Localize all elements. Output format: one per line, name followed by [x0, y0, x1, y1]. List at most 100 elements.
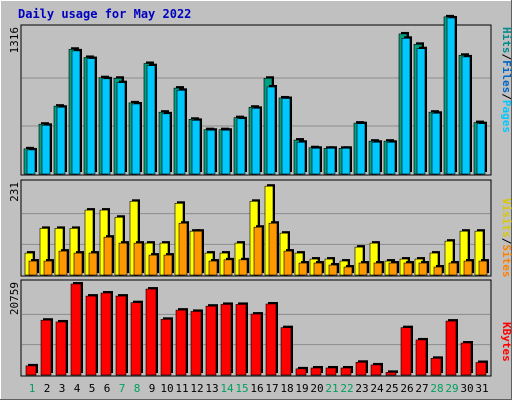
pages-bar — [161, 113, 171, 175]
day-label: 15 — [235, 382, 248, 395]
pages-bar — [416, 48, 426, 175]
hits-bars — [23, 14, 487, 175]
sites-bar — [358, 262, 368, 276]
day-label: 23 — [355, 382, 368, 395]
sites-bar — [448, 262, 458, 276]
sites-bar — [328, 264, 338, 276]
pages-bar — [296, 141, 306, 175]
day-label: 11 — [175, 382, 188, 395]
pages-bar — [356, 123, 366, 175]
kbytes-bar-shadow — [388, 370, 398, 373]
day-label: 13 — [205, 382, 218, 395]
sites-bar — [253, 226, 263, 276]
kbytes-bar — [475, 362, 487, 376]
day-label: 19 — [295, 382, 308, 395]
kbytes-bar — [190, 311, 202, 376]
day-label: 30 — [460, 382, 473, 395]
pages-bar — [311, 147, 321, 175]
day-label: 31 — [475, 382, 488, 395]
sites-bar — [88, 252, 98, 276]
kbytes-bar — [85, 295, 97, 376]
pages-bar — [176, 89, 186, 175]
kbytes-bar — [250, 313, 262, 376]
kbytes-bar — [160, 319, 172, 376]
legend-pages-text: Pages — [500, 100, 512, 133]
kbytes-bar — [100, 292, 112, 376]
day-label: 17 — [265, 382, 278, 395]
pages-bar — [71, 50, 81, 175]
day-label: 29 — [445, 382, 458, 395]
kbytes-bar — [340, 367, 352, 376]
legend-visits-text: Visits — [500, 198, 512, 238]
sites-bar — [418, 262, 428, 276]
legend-hits-separator-2: / — [500, 93, 512, 100]
day-label: 28 — [430, 382, 443, 395]
sites-bar — [163, 254, 173, 276]
kbytes-legend: KBytes — [500, 322, 512, 362]
kbytes-bar — [115, 295, 127, 376]
day-label: 20 — [310, 382, 323, 395]
kbytes-max-label: 20759 — [8, 282, 21, 315]
day-label: 27 — [415, 382, 428, 395]
visits-bars — [24, 184, 489, 276]
pages-bar — [26, 149, 36, 175]
pages-bar — [281, 98, 291, 175]
kbytes-bar — [205, 305, 217, 376]
sites-bar — [373, 262, 383, 276]
day-label: 5 — [89, 382, 96, 395]
sites-bar — [268, 222, 278, 276]
legend-sites-text: Sites — [500, 244, 512, 277]
day-label: 3 — [59, 382, 66, 395]
sites-bar — [223, 259, 233, 276]
visits-max-label: 231 — [8, 182, 21, 202]
sites-bar — [118, 242, 128, 276]
sites-bar — [403, 262, 413, 276]
kbytes-bar — [430, 358, 442, 376]
kbytes-bar — [40, 319, 52, 376]
sites-bar — [133, 242, 143, 276]
sites-bar — [148, 254, 158, 276]
hits-max-label: 1316 — [8, 27, 21, 54]
day-label: 22 — [340, 382, 353, 395]
sites-bar — [283, 250, 293, 276]
x-axis-day-labels: 1 2 3 4 5 6 7 8 9 10 11 12 13 14 15 16 17 18 19 20 21 22 23 24 2… — [29, 382, 489, 395]
sites-bar — [313, 262, 323, 276]
pages-bar — [116, 82, 126, 175]
pages-bar — [131, 103, 141, 175]
sites-bar — [28, 260, 38, 276]
day-label: 25 — [385, 382, 398, 395]
sites-bar — [43, 260, 53, 276]
sites-bar — [433, 266, 443, 276]
sites-bar — [208, 260, 218, 276]
kbytes-bar — [175, 309, 187, 376]
pages-bar — [326, 147, 336, 175]
visits-legend: Visits/Sites — [500, 198, 512, 278]
pages-bar — [101, 78, 111, 175]
kbytes-bar — [445, 320, 457, 376]
kbytes-bar — [220, 304, 232, 376]
pages-bar — [146, 65, 156, 175]
kbytes-bar — [310, 367, 322, 376]
day-label: 4 — [74, 382, 81, 395]
pages-bar — [401, 38, 411, 175]
day-label: 18 — [280, 382, 293, 395]
day-label: 10 — [160, 382, 173, 395]
sites-bar — [103, 236, 113, 276]
day-label: 26 — [400, 382, 413, 395]
kbytes-bar — [265, 303, 277, 376]
sites-bar — [463, 260, 473, 276]
day-label: 6 — [104, 382, 111, 395]
pages-bar — [56, 106, 66, 175]
pages-bar — [371, 141, 381, 175]
kbytes-bar — [70, 283, 82, 376]
day-label: 7 — [119, 382, 126, 395]
kbytes-bar — [400, 327, 412, 376]
pages-bar — [461, 56, 471, 175]
kbytes-bar — [280, 327, 292, 376]
pages-bar — [386, 141, 396, 175]
kbytes-bar — [235, 304, 247, 376]
kbytes-bar — [295, 368, 307, 376]
sites-bar — [193, 230, 203, 276]
kbytes-bar — [130, 302, 142, 376]
